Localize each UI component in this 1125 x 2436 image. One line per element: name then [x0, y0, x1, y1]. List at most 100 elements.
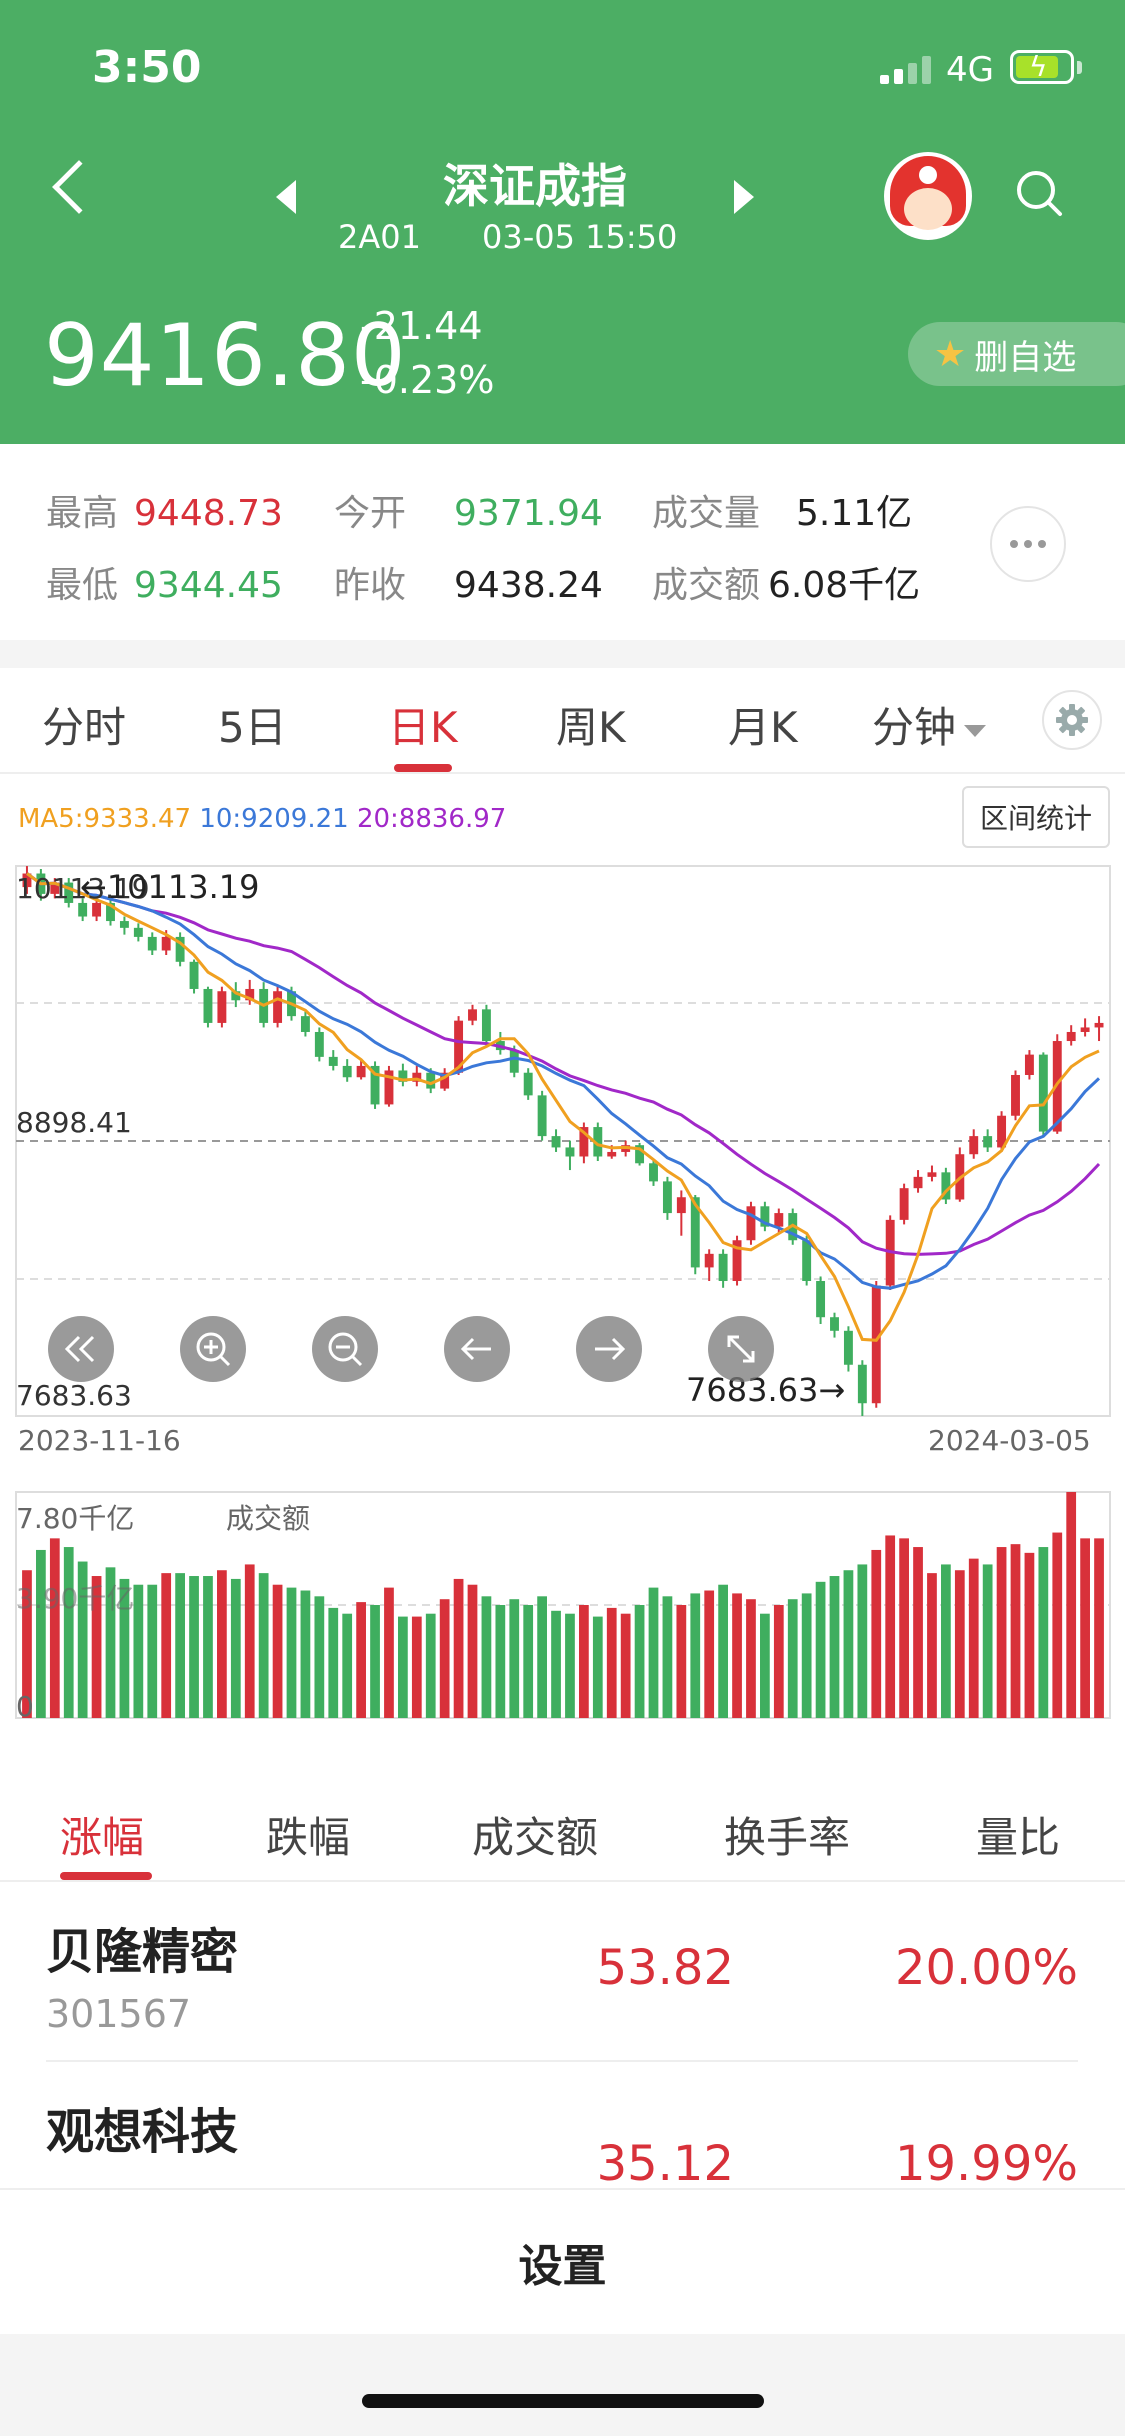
tab-turnover-rate[interactable]: 换手率	[724, 1813, 851, 1862]
volume-bar	[1052, 1532, 1063, 1718]
volume-bar	[36, 1549, 46, 1718]
stock-name: 观想科技	[46, 2104, 239, 2160]
volume-bar	[258, 1573, 269, 1718]
more-icon[interactable]	[990, 506, 1066, 582]
volume-bar	[648, 1587, 659, 1718]
volume-title: 成交额	[226, 1502, 310, 1535]
volume-stat: 成交量 5.11亿	[652, 493, 913, 534]
next-stock-icon[interactable]	[734, 180, 754, 214]
zoom-in-icon[interactable]	[180, 1316, 246, 1382]
volume-bar	[230, 1578, 241, 1718]
home-indicator[interactable]	[362, 2394, 764, 2408]
candle	[370, 1065, 380, 1105]
volume-bar	[300, 1590, 311, 1718]
ranking-list: 贝隆精密 301567 53.82 20.00% 观想科技 35.12 19.9…	[0, 1882, 1125, 2188]
status-time: 3:50	[92, 42, 202, 93]
volume-bar	[927, 1573, 937, 1718]
volume-bar	[356, 1602, 366, 1718]
candle	[314, 1031, 324, 1057]
candle	[565, 1147, 575, 1157]
ma5-line	[26, 872, 1100, 1342]
volume-bar	[439, 1599, 450, 1718]
zoom-out-icon[interactable]	[312, 1316, 378, 1382]
candle	[1094, 1022, 1104, 1028]
search-icon[interactable]	[1014, 168, 1064, 218]
volume-bar	[899, 1538, 909, 1718]
volume-bar	[425, 1613, 436, 1718]
back-icon[interactable]	[52, 160, 106, 214]
avatar[interactable]	[884, 152, 972, 240]
tab-turnover[interactable]: 成交额	[472, 1813, 599, 1862]
candle	[468, 1009, 477, 1021]
tab-monthly-k[interactable]: 月K	[728, 703, 798, 752]
candle	[245, 988, 255, 1001]
volume-bar	[63, 1547, 74, 1718]
candle	[273, 991, 283, 1023]
volume-bar	[606, 1607, 617, 1718]
gear-icon[interactable]	[1042, 690, 1102, 750]
volume-bar	[314, 1596, 325, 1718]
tab-losers[interactable]: 跌幅	[266, 1813, 351, 1862]
fullscreen-icon[interactable]	[708, 1316, 774, 1382]
candle	[997, 1115, 1007, 1148]
ma10-line	[26, 872, 1101, 1290]
tab-intraday[interactable]: 分时	[42, 703, 127, 752]
tab-daily-k[interactable]: 日K	[388, 703, 458, 752]
tab-minute[interactable]: 分钟	[872, 694, 987, 755]
remove-watchlist-button[interactable]: ★ 删自选	[908, 322, 1125, 386]
scroll-left-icon[interactable]	[444, 1316, 510, 1382]
ma20-line	[26, 872, 1101, 1256]
stock-name: 贝隆精密	[46, 1924, 239, 1980]
range-stats-button[interactable]: 区间统计	[962, 786, 1110, 848]
volume-mid-label: 3.90千亿	[16, 1582, 134, 1615]
candle	[760, 1206, 770, 1227]
volume-bar	[857, 1564, 868, 1718]
tab-weekly-k[interactable]: 周K	[556, 703, 626, 752]
stock-price: 35.12	[596, 2136, 734, 2188]
candle	[133, 927, 143, 937]
tab-5day[interactable]: 5日	[218, 703, 287, 752]
candle	[22, 873, 32, 888]
scroll-right-icon[interactable]	[576, 1316, 642, 1382]
candle	[356, 1065, 366, 1078]
candle	[551, 1136, 561, 1148]
candle	[1080, 1027, 1090, 1032]
ma10-value: 10:9209.21	[199, 804, 349, 834]
rewind-icon[interactable]	[48, 1316, 114, 1382]
candle	[704, 1253, 714, 1268]
chevron-down-icon	[964, 724, 987, 737]
settings-button[interactable]: 设置	[0, 2188, 1125, 2334]
tab-volume-ratio[interactable]: 量比	[976, 1813, 1061, 1862]
prev-stock-icon[interactable]	[276, 180, 296, 214]
candle	[1038, 1054, 1048, 1132]
x-end-date: 2024-03-05	[928, 1424, 1091, 1457]
volume-max-label: 7.80千亿	[16, 1502, 134, 1535]
candle	[50, 882, 60, 894]
prev-close-stat: 昨收 9438.24	[334, 565, 603, 606]
volume-bar	[913, 1547, 923, 1718]
x-start-date: 2023-11-16	[18, 1424, 181, 1457]
candle	[746, 1206, 756, 1241]
list-item[interactable]: 贝隆精密 301567 53.82 20.00%	[0, 1882, 1125, 2062]
kline-tabs: 分时 5日 日K 周K 月K 分钟	[0, 668, 1125, 774]
volume-bar	[843, 1570, 854, 1718]
volume-bar	[829, 1576, 840, 1718]
y-min-label: 7683.63	[16, 1379, 132, 1412]
volume-bar	[481, 1596, 492, 1718]
candle	[983, 1136, 993, 1148]
max-price-marker: ←10113.19	[80, 868, 260, 906]
candlestick-chart[interactable]: 10113.19 ←10113.19 8898.41 7683.63 7683.…	[0, 864, 1125, 1424]
volume-bar	[885, 1535, 896, 1718]
candle	[217, 991, 227, 1023]
candle	[1024, 1054, 1034, 1075]
volume-bar	[398, 1616, 408, 1718]
y-max-label: 10113.19	[16, 872, 150, 905]
stock-change-percent: 19.99%	[894, 2136, 1078, 2188]
list-item[interactable]: 观想科技 35.12 19.99%	[0, 2062, 1125, 2188]
volume-chart[interactable]: 7.80千亿 成交额 3.90千亿 0	[0, 1490, 1125, 1750]
volume-bar	[968, 1558, 979, 1718]
volume-bar	[509, 1599, 520, 1718]
tab-gainers[interactable]: 涨幅	[60, 1813, 145, 1862]
volume-bar	[996, 1547, 1007, 1718]
candle	[830, 1317, 839, 1331]
